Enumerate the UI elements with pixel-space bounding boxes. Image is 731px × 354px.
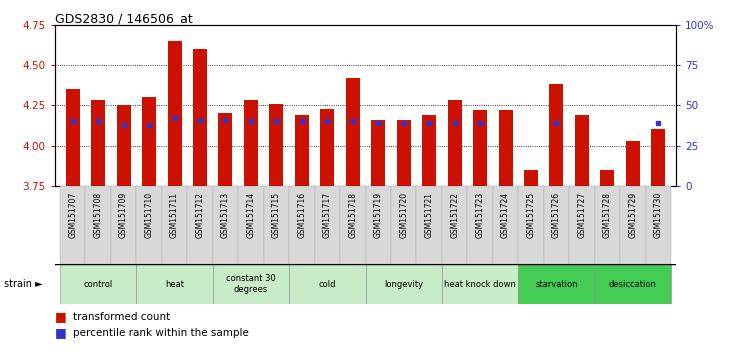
Bar: [397, 120, 411, 186]
Text: GSM151717: GSM151717: [323, 192, 332, 238]
Bar: [595, 186, 620, 264]
Text: ■: ■: [55, 310, 67, 323]
Text: heat knock down: heat knock down: [444, 280, 516, 289]
Bar: [238, 186, 264, 264]
Text: ■: ■: [55, 326, 67, 339]
Bar: [111, 186, 136, 264]
Bar: [314, 186, 340, 264]
Bar: [187, 186, 213, 264]
Bar: [626, 141, 640, 186]
Bar: [645, 186, 671, 264]
Text: GSM151721: GSM151721: [425, 192, 433, 238]
Bar: [595, 264, 671, 304]
Bar: [60, 186, 86, 264]
Bar: [136, 264, 213, 304]
Text: cold: cold: [319, 280, 336, 289]
Text: GSM151709: GSM151709: [119, 192, 128, 238]
Bar: [467, 186, 493, 264]
Bar: [423, 115, 436, 186]
Bar: [499, 110, 512, 186]
Text: heat: heat: [165, 280, 184, 289]
Bar: [269, 104, 284, 186]
Text: GSM151718: GSM151718: [348, 192, 357, 238]
Text: GSM151726: GSM151726: [552, 192, 561, 238]
Text: GSM151722: GSM151722: [450, 192, 459, 238]
Bar: [575, 115, 589, 186]
Bar: [620, 186, 645, 264]
Text: GSM151716: GSM151716: [298, 192, 306, 238]
Bar: [442, 186, 467, 264]
Text: GSM151719: GSM151719: [374, 192, 383, 238]
Bar: [442, 264, 518, 304]
Text: GSM151707: GSM151707: [68, 192, 77, 238]
Bar: [295, 115, 308, 186]
Bar: [162, 186, 187, 264]
Text: GSM151714: GSM151714: [246, 192, 255, 238]
Text: GSM151725: GSM151725: [526, 192, 536, 238]
Bar: [66, 89, 80, 186]
Text: longevity: longevity: [384, 280, 423, 289]
Text: constant 30
degrees: constant 30 degrees: [226, 274, 276, 294]
Bar: [569, 186, 595, 264]
Bar: [340, 186, 366, 264]
Bar: [550, 84, 564, 186]
Bar: [544, 186, 569, 264]
Text: GSM151711: GSM151711: [170, 192, 179, 238]
Bar: [346, 78, 360, 186]
Text: GSM151727: GSM151727: [577, 192, 586, 238]
Bar: [651, 130, 665, 186]
Bar: [60, 264, 136, 304]
Text: GSM151730: GSM151730: [654, 192, 663, 238]
Bar: [524, 170, 538, 186]
Bar: [116, 105, 131, 186]
Bar: [244, 101, 258, 186]
Text: GSM151713: GSM151713: [221, 192, 230, 238]
Text: transformed count: transformed count: [73, 312, 170, 322]
Text: GSM151710: GSM151710: [145, 192, 154, 238]
Bar: [86, 186, 111, 264]
Bar: [366, 264, 442, 304]
Text: GSM151708: GSM151708: [94, 192, 102, 238]
Bar: [193, 49, 207, 186]
Bar: [391, 186, 417, 264]
Bar: [219, 113, 232, 186]
Bar: [447, 101, 462, 186]
Bar: [213, 186, 238, 264]
Text: GSM151715: GSM151715: [272, 192, 281, 238]
Text: percentile rank within the sample: percentile rank within the sample: [73, 328, 249, 338]
Bar: [136, 186, 162, 264]
Bar: [518, 186, 544, 264]
Bar: [493, 186, 518, 264]
Text: GDS2830 / 146506_at: GDS2830 / 146506_at: [55, 12, 192, 25]
Text: GSM151724: GSM151724: [501, 192, 510, 238]
Bar: [600, 170, 615, 186]
Text: starvation: starvation: [535, 280, 577, 289]
Text: GSM151720: GSM151720: [399, 192, 408, 238]
Bar: [417, 186, 442, 264]
Text: GSM151728: GSM151728: [603, 192, 612, 238]
Bar: [213, 264, 289, 304]
Text: GSM151712: GSM151712: [195, 192, 205, 238]
Bar: [473, 110, 487, 186]
Bar: [320, 109, 334, 186]
Text: desiccation: desiccation: [609, 280, 657, 289]
Bar: [518, 264, 595, 304]
Bar: [264, 186, 289, 264]
Text: control: control: [83, 280, 113, 289]
Bar: [289, 186, 314, 264]
Text: GSM151729: GSM151729: [629, 192, 637, 238]
Bar: [371, 120, 385, 186]
Bar: [289, 264, 366, 304]
Bar: [366, 186, 391, 264]
Text: strain ►: strain ►: [4, 279, 42, 289]
Bar: [142, 97, 156, 186]
Bar: [167, 41, 181, 186]
Bar: [91, 101, 105, 186]
Text: GSM151723: GSM151723: [476, 192, 485, 238]
